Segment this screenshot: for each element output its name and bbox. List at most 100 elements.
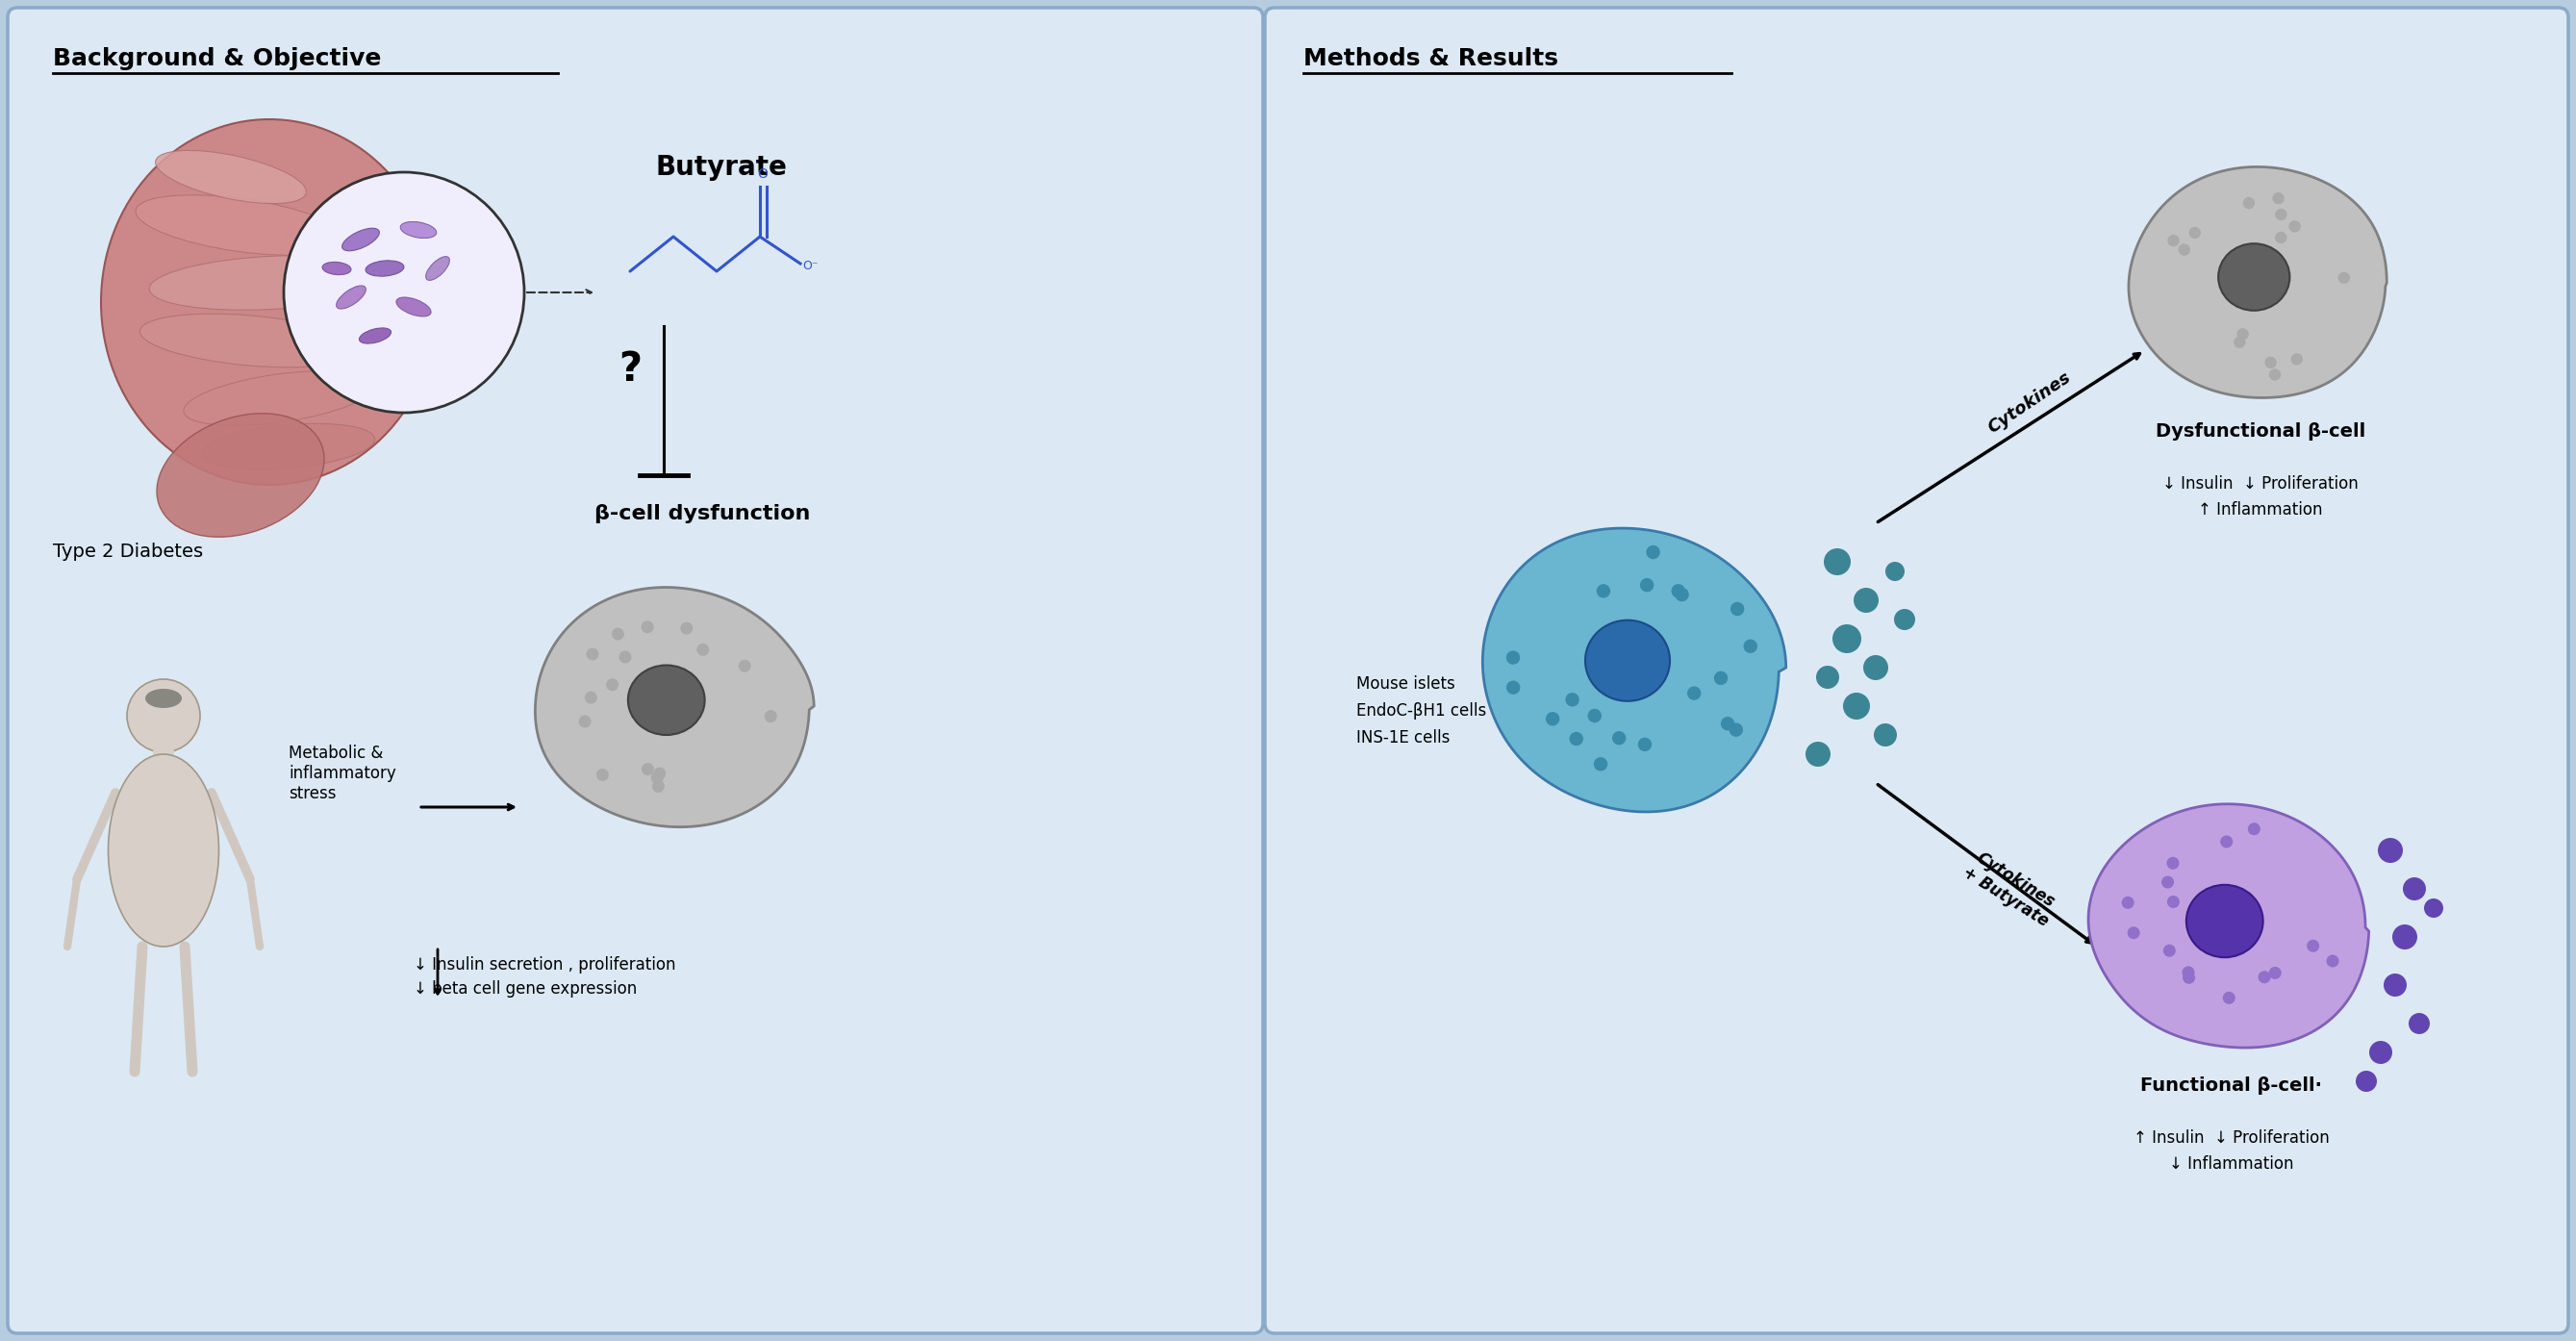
Circle shape bbox=[1546, 712, 1558, 725]
Circle shape bbox=[2370, 1041, 2393, 1063]
Circle shape bbox=[1646, 546, 1659, 559]
Text: O⁻: O⁻ bbox=[801, 259, 819, 272]
Ellipse shape bbox=[183, 371, 374, 425]
Circle shape bbox=[1687, 687, 1700, 700]
Circle shape bbox=[2128, 927, 2141, 939]
Circle shape bbox=[1507, 681, 1520, 695]
Circle shape bbox=[1832, 625, 1862, 653]
Circle shape bbox=[1842, 692, 1870, 720]
Circle shape bbox=[2233, 337, 2246, 349]
Circle shape bbox=[585, 692, 598, 704]
Circle shape bbox=[2326, 955, 2339, 967]
Ellipse shape bbox=[204, 424, 376, 469]
Circle shape bbox=[1672, 585, 1685, 598]
Circle shape bbox=[652, 771, 665, 784]
Ellipse shape bbox=[155, 150, 307, 204]
Circle shape bbox=[765, 709, 778, 723]
Ellipse shape bbox=[322, 261, 350, 275]
Circle shape bbox=[2393, 924, 2416, 949]
Circle shape bbox=[1713, 670, 1728, 685]
Circle shape bbox=[2354, 1070, 2378, 1092]
Circle shape bbox=[2269, 369, 2280, 381]
Circle shape bbox=[680, 622, 693, 634]
Circle shape bbox=[739, 660, 750, 672]
Circle shape bbox=[2275, 232, 2287, 244]
Ellipse shape bbox=[2218, 244, 2290, 311]
FancyBboxPatch shape bbox=[1265, 8, 2568, 1333]
Circle shape bbox=[2123, 896, 2133, 909]
Circle shape bbox=[1597, 585, 1610, 598]
Circle shape bbox=[611, 628, 623, 640]
Circle shape bbox=[1731, 602, 1744, 616]
Circle shape bbox=[1862, 656, 1888, 680]
Ellipse shape bbox=[366, 260, 404, 276]
Circle shape bbox=[2259, 971, 2269, 983]
Ellipse shape bbox=[1584, 620, 1669, 701]
Circle shape bbox=[2290, 353, 2303, 365]
Circle shape bbox=[2290, 220, 2300, 232]
Circle shape bbox=[654, 767, 667, 780]
Circle shape bbox=[1566, 693, 1579, 707]
Circle shape bbox=[283, 172, 526, 413]
Circle shape bbox=[2383, 974, 2406, 996]
Ellipse shape bbox=[358, 329, 392, 343]
Circle shape bbox=[2403, 877, 2427, 900]
Text: Dysfunctional β-cell: Dysfunctional β-cell bbox=[2156, 422, 2365, 441]
Circle shape bbox=[652, 780, 665, 793]
Text: Cytokines: Cytokines bbox=[1986, 369, 2074, 437]
Circle shape bbox=[2269, 967, 2282, 979]
Circle shape bbox=[1638, 738, 1651, 751]
Ellipse shape bbox=[425, 256, 451, 280]
Circle shape bbox=[1873, 723, 1896, 747]
Circle shape bbox=[618, 650, 631, 664]
Circle shape bbox=[2249, 823, 2259, 835]
Ellipse shape bbox=[144, 689, 183, 708]
Circle shape bbox=[2166, 235, 2179, 247]
Circle shape bbox=[2275, 209, 2287, 220]
Circle shape bbox=[2190, 227, 2200, 239]
Circle shape bbox=[2424, 898, 2442, 917]
Text: ?: ? bbox=[618, 349, 641, 390]
Circle shape bbox=[2378, 838, 2403, 862]
Text: Metabolic &
inflammatory
stress: Metabolic & inflammatory stress bbox=[289, 744, 397, 802]
Circle shape bbox=[2409, 1012, 2429, 1034]
Text: Butyrate: Butyrate bbox=[657, 154, 788, 181]
Circle shape bbox=[1674, 587, 1690, 602]
Circle shape bbox=[2166, 857, 2179, 869]
Circle shape bbox=[696, 644, 708, 656]
Ellipse shape bbox=[337, 286, 366, 308]
Text: β-cell dysfunction: β-cell dysfunction bbox=[595, 504, 809, 523]
Circle shape bbox=[2161, 876, 2174, 889]
Text: ↓ Insulin  ↓ Proliferation
↑ Inflammation: ↓ Insulin ↓ Proliferation ↑ Inflammation bbox=[2161, 475, 2360, 519]
Text: ↓ Insulin secretion , proliferation
↓ beta cell gene expression: ↓ Insulin secretion , proliferation ↓ be… bbox=[415, 956, 675, 998]
Text: Cytokines
+ Butyrate: Cytokines + Butyrate bbox=[1958, 848, 2061, 931]
Circle shape bbox=[2272, 192, 2285, 204]
Circle shape bbox=[595, 768, 608, 780]
Ellipse shape bbox=[149, 256, 389, 310]
Circle shape bbox=[1569, 732, 1584, 746]
Ellipse shape bbox=[629, 665, 706, 735]
Ellipse shape bbox=[139, 314, 361, 367]
Circle shape bbox=[1595, 758, 1607, 771]
Ellipse shape bbox=[100, 119, 438, 485]
Text: ↑ Insulin  ↓ Proliferation
↓ Inflammation: ↑ Insulin ↓ Proliferation ↓ Inflammation bbox=[2133, 1129, 2329, 1173]
Circle shape bbox=[587, 648, 598, 660]
Circle shape bbox=[2221, 835, 2233, 848]
Circle shape bbox=[126, 679, 201, 752]
Polygon shape bbox=[1484, 528, 1785, 811]
Text: Mouse islets
EndoC-βH1 cells
INS-1E cells: Mouse islets EndoC-βH1 cells INS-1E cell… bbox=[1358, 676, 1486, 747]
Circle shape bbox=[1721, 716, 1734, 731]
Circle shape bbox=[641, 763, 654, 775]
Circle shape bbox=[1886, 562, 1904, 581]
Circle shape bbox=[1893, 609, 1914, 630]
Circle shape bbox=[2236, 329, 2249, 341]
Ellipse shape bbox=[108, 754, 219, 947]
Polygon shape bbox=[2128, 166, 2388, 398]
Text: Background & Objective: Background & Objective bbox=[54, 47, 381, 70]
Ellipse shape bbox=[399, 221, 435, 239]
Circle shape bbox=[2179, 244, 2190, 256]
Circle shape bbox=[2166, 896, 2179, 908]
Circle shape bbox=[1641, 578, 1654, 591]
Circle shape bbox=[1744, 640, 1757, 653]
Circle shape bbox=[1806, 742, 1832, 767]
